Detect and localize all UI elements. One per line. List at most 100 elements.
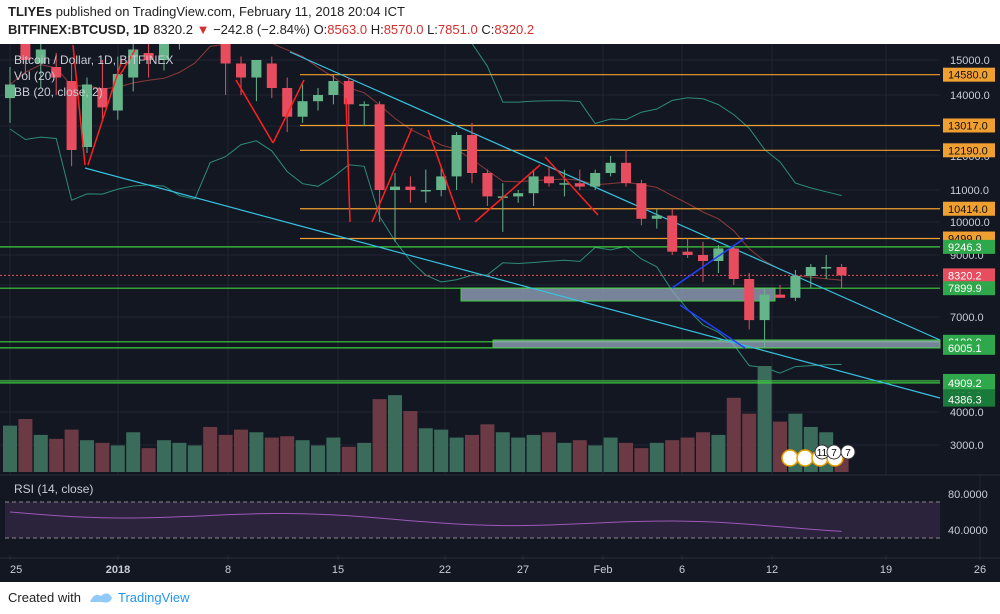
close-value: 8320.2 [494, 22, 535, 37]
legend-title: Bitcoin / Dollar, 1D, BITFINEX [14, 53, 173, 67]
volume-bar-31 [480, 424, 495, 472]
candle-body-22 [343, 81, 354, 105]
event-flags[interactable]: 11 7 7 [781, 444, 856, 467]
candle-body-37 [574, 183, 585, 187]
price-tags: 14580.013017.012190.010414.09499.09246.3… [943, 67, 995, 407]
chart-svg[interactable]: 15000.014000.013000.012000.011000.010000… [0, 0, 1000, 582]
candle-body-35 [544, 176, 554, 184]
candle-body-53 [821, 267, 832, 269]
volume-bar-38 [588, 445, 603, 472]
candle-body-17 [266, 63, 277, 88]
candle-body-50 [775, 294, 785, 298]
chart-frame[interactable]: 15000.014000.013000.012000.011000.010000… [0, 0, 1000, 582]
price-tag-label-11: 4909.2 [948, 378, 982, 390]
candle-body-0 [5, 84, 15, 99]
price-tick-11: 4000.0 [950, 407, 984, 419]
candle-body-14 [220, 7, 231, 64]
low-value: 7851.0 [437, 22, 478, 37]
volume-bar-23 [357, 442, 372, 472]
bb-upper [9, 0, 842, 196]
candle-body-38 [590, 173, 601, 187]
volume-bar-33 [511, 437, 526, 472]
price-tag-label-7: 7899.9 [948, 283, 982, 295]
candle-body-9 [143, 53, 154, 60]
time-tick-4: 22 [439, 564, 451, 576]
volume-bar-7 [110, 445, 125, 472]
legend-bb: BB (20, close, 2) [14, 85, 103, 99]
candle-body-27 [420, 190, 431, 192]
time-tick-10: 26 [974, 564, 986, 576]
volume-bar-8 [126, 432, 141, 472]
event-flag-0 [781, 449, 799, 467]
volume-bar-18 [280, 436, 295, 472]
candle-body-52 [805, 267, 816, 276]
upper-trendline [289, 51, 941, 341]
candle-body-26 [405, 186, 416, 190]
candle-body-41 [636, 183, 647, 219]
candle-body-21 [328, 81, 339, 95]
volume-bar-13 [203, 426, 218, 472]
time-tick-6: Feb [594, 564, 613, 576]
author-name[interactable]: TLIYEs [8, 4, 53, 19]
footer: Created with TradingView [0, 582, 1000, 614]
candle-body-46 [713, 248, 724, 261]
candle-body-40 [621, 162, 631, 184]
candle-body-48 [744, 279, 755, 321]
blue-arrow-1 [679, 304, 746, 349]
red-arrow-5 [345, 97, 351, 223]
event-flag-1 [796, 449, 814, 467]
close-label: C: [481, 22, 495, 37]
volume-bar-3 [49, 438, 64, 472]
chart-legend: Bitcoin / Dollar, 1D, BITFINEX Vol (20) BB… [14, 53, 173, 99]
volume-bar-6 [95, 442, 110, 472]
volume-bar-9 [141, 448, 156, 472]
candle-body-36 [559, 183, 570, 185]
volume-bar-11 [172, 442, 187, 472]
candles [5, 0, 847, 348]
candle-body-19 [297, 101, 308, 117]
candle-body-10 [159, 42, 169, 60]
red-arrow-2 [119, 49, 136, 76]
candle-body-47 [728, 248, 739, 279]
volume-bar-20 [311, 445, 325, 472]
candle-body-44 [682, 251, 693, 255]
candle-body-42 [651, 215, 662, 219]
volume-bar-40 [619, 442, 633, 472]
price-tick-8: 7000.0 [950, 312, 984, 324]
red-arrow-7 [427, 129, 461, 221]
volume-bar-1 [18, 419, 33, 472]
trendlines [84, 51, 941, 399]
price-tick-0: 15000.0 [950, 55, 990, 67]
candle-body-45 [698, 255, 708, 261]
candle-body-4 [66, 81, 77, 150]
volume-bar-29 [449, 437, 464, 472]
red-arrow-8 [474, 164, 541, 223]
rsi-title: RSI (14, close) [14, 482, 93, 496]
demand-zone [460, 287, 776, 302]
volume-bar-4 [64, 429, 79, 472]
event-count-1: 7 [831, 448, 837, 459]
time-tick-5: 27 [517, 564, 529, 576]
price-tag-label-1: 13017.0 [948, 120, 988, 132]
tradingview-link[interactable]: TradingView [118, 590, 190, 605]
volume-bar-43 [665, 440, 680, 472]
volume-bar-10 [157, 440, 171, 472]
tradingview-logo-icon [90, 593, 112, 603]
candle-body-7 [112, 74, 123, 111]
volume-bar-25 [388, 395, 402, 472]
publish-info: TLIYEs published on TradingView.com, Feb… [8, 4, 405, 19]
red-arrow-6 [371, 127, 413, 223]
red-arrow-9 [544, 156, 599, 216]
volume-bar-2 [33, 434, 48, 472]
volume-bar-21 [326, 437, 341, 472]
rsi-level-40: 40.0000 [948, 525, 988, 537]
volume-bar-48 [742, 413, 757, 472]
candle-body-20 [313, 95, 323, 102]
volume-bars [3, 366, 849, 472]
volume-bar-41 [634, 448, 649, 472]
volume-bar-14 [218, 434, 233, 472]
volume-bar-15 [234, 429, 248, 472]
time-tick-2: 8 [225, 564, 231, 576]
price-tick-12: 3000.0 [950, 440, 984, 452]
price-tag-13 [943, 392, 995, 407]
